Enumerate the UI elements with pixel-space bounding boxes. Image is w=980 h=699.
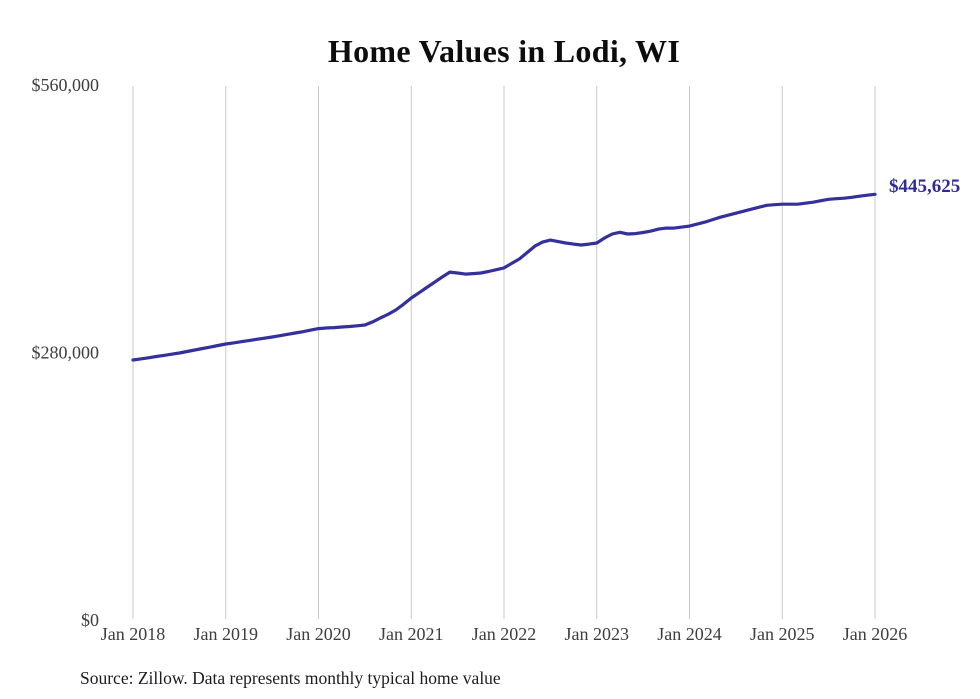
y-tick-label: $560,000 <box>32 75 100 95</box>
y-tick-label: $0 <box>81 610 99 630</box>
x-tick-label: Jan 2020 <box>286 624 351 644</box>
x-tick-label: Jan 2021 <box>379 624 444 644</box>
x-tick-label: Jan 2019 <box>194 624 259 644</box>
source-note: Source: Zillow. Data represents monthly … <box>80 668 501 688</box>
x-tick-label: Jan 2018 <box>101 624 166 644</box>
latest-value-label: $445,625 <box>889 176 961 197</box>
home-value-line <box>131 192 877 362</box>
chart-title: Home Values in Lodi, WI <box>327 33 681 69</box>
x-tick-label: Jan 2024 <box>657 624 722 644</box>
y-tick-label: $280,000 <box>32 343 100 363</box>
x-tick-label: Jan 2023 <box>565 624 630 644</box>
x-tick-label: Jan 2026 <box>843 624 908 644</box>
x-tick-label: Jan 2022 <box>472 624 537 644</box>
x-tick-label: Jan 2025 <box>750 624 815 644</box>
